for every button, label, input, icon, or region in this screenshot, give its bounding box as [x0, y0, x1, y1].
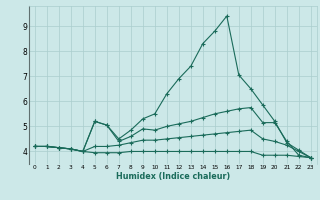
- X-axis label: Humidex (Indice chaleur): Humidex (Indice chaleur): [116, 172, 230, 181]
